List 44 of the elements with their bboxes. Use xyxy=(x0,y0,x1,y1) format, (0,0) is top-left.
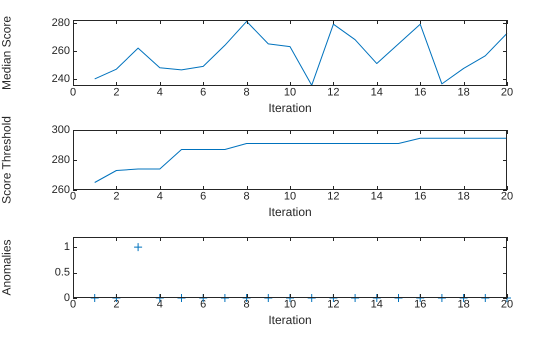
x-tick-label: 2 xyxy=(113,86,120,99)
x-tick-label: 20 xyxy=(500,86,514,99)
y-axis-title: Median Score xyxy=(0,16,14,90)
y-tick-label: 1 xyxy=(64,241,70,254)
y-tick-label: 280 xyxy=(52,154,70,166)
x-tick-label: 16 xyxy=(414,298,426,311)
x-tick-label: 18 xyxy=(457,86,470,99)
x-tick-label: 10 xyxy=(284,298,296,311)
y-tick-label: 240 xyxy=(52,73,70,86)
x-tick-label: 20 xyxy=(500,190,514,203)
x-tick-label: 16 xyxy=(414,190,426,203)
x-tick-label: 4 xyxy=(156,298,163,311)
x-tick-label: 2 xyxy=(113,190,120,203)
y-tick-label: 260 xyxy=(52,184,70,196)
y-tick-label: 260 xyxy=(52,44,70,57)
y-tick-label: 0.5 xyxy=(54,266,70,279)
x-tick-label: 14 xyxy=(370,190,383,203)
x-tick-label: 6 xyxy=(200,298,206,311)
x-tick-label: 12 xyxy=(327,190,340,203)
x-tick-label: 6 xyxy=(200,86,206,99)
x-tick-label: 18 xyxy=(457,298,470,311)
x-tick-label: 12 xyxy=(327,86,340,99)
x-tick-label: 18 xyxy=(457,190,470,203)
x-tick-label: 16 xyxy=(414,86,426,99)
x-tick-label: 10 xyxy=(284,190,296,203)
y-axis-title: Anomalies xyxy=(0,239,14,296)
x-tick-label: 10 xyxy=(284,86,296,99)
x-axis-title: Iteration xyxy=(268,101,312,116)
x-tick-label: 12 xyxy=(327,298,340,311)
x-tick-label: 4 xyxy=(156,86,163,99)
y-axis-title: Score Threshold xyxy=(0,116,14,204)
x-axis-title: Iteration xyxy=(268,205,312,220)
x-axis-title: Iteration xyxy=(268,313,312,328)
x-tick-label: 14 xyxy=(370,298,383,311)
x-tick-label: 2 xyxy=(113,298,120,311)
x-tick-label: 14 xyxy=(370,86,383,99)
x-tick-label: 6 xyxy=(200,190,206,203)
x-tick-label: 8 xyxy=(244,190,250,203)
y-tick-label: 300 xyxy=(52,124,70,136)
x-tick-label: 4 xyxy=(156,190,163,203)
x-tick-label: 8 xyxy=(244,86,250,99)
y-tick-label: 280 xyxy=(52,16,70,29)
x-tick-label: 8 xyxy=(244,298,250,311)
x-tick-label: 20 xyxy=(500,298,514,311)
